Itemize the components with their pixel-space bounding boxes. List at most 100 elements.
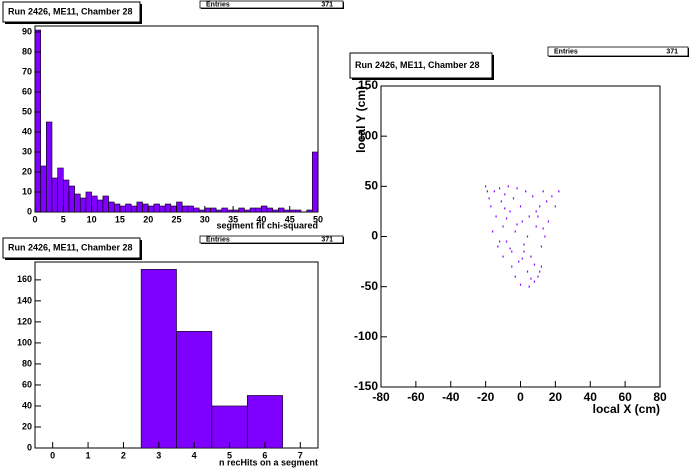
x-tick-label: 80 [653, 390, 667, 404]
bar [74, 193, 81, 213]
x-tick-label: 40 [584, 390, 598, 404]
y-tick-label: 0 [371, 229, 378, 243]
point [547, 220, 549, 223]
y-tick-label: 60 [22, 379, 32, 389]
chart-title: Run 2426, ME11, Chamber 28 [355, 60, 480, 70]
x-tick-label: 5 [61, 214, 66, 224]
point [505, 240, 508, 243]
y-axis-label: local Y (cm) [354, 86, 368, 153]
x-tick-label: 0 [50, 450, 55, 460]
point [490, 205, 492, 208]
bar [187, 205, 194, 213]
point [542, 190, 544, 193]
bar [153, 203, 160, 213]
x-tick-label: 6 [262, 450, 267, 460]
bar [204, 207, 211, 213]
bar [62, 179, 70, 213]
bar [79, 197, 87, 213]
point [518, 260, 520, 263]
point [533, 263, 536, 266]
x-tick-label: 20 [549, 390, 563, 404]
point [497, 245, 499, 248]
bar [34, 29, 41, 213]
bar [136, 201, 143, 213]
point [521, 257, 523, 260]
bar [170, 205, 177, 213]
point [537, 275, 539, 278]
x-tick-label: 50 [313, 214, 323, 224]
title-box [2, 1, 141, 23]
x-tick-label: 2 [121, 450, 126, 460]
x-axis-label: n recHits on a segment [219, 457, 318, 467]
x-tick-label: 40 [256, 214, 266, 224]
y-tick-label: -150 [354, 379, 378, 393]
chart-title: Run 2426, ME11, Chamber 28 [8, 6, 133, 16]
bar [306, 209, 313, 213]
point [530, 277, 532, 280]
y-tick-label: 100 [17, 337, 32, 347]
bar [113, 203, 121, 213]
bar [119, 205, 126, 213]
x-tick-label: 5 [227, 450, 232, 460]
stats-label: Entries [554, 48, 578, 55]
point [514, 275, 516, 278]
stats-box [547, 46, 689, 57]
y-tick-label: 150 [358, 78, 378, 92]
bar [40, 165, 47, 213]
bar [176, 201, 183, 213]
bar [147, 205, 155, 213]
bar [130, 205, 138, 213]
point [539, 205, 541, 208]
point [504, 207, 506, 210]
bar [255, 207, 262, 213]
y-tick-label: 160 [17, 274, 32, 284]
x-tick-label: 35 [228, 214, 238, 224]
point [523, 243, 525, 246]
point [495, 215, 497, 218]
x-tick-label: 0 [517, 390, 524, 404]
x-tick-label: 7 [298, 450, 303, 460]
point [554, 205, 556, 208]
x-tick-label: 30 [200, 214, 210, 224]
point [546, 200, 548, 203]
point [498, 187, 501, 190]
y-tick-label: -50 [361, 279, 379, 293]
y-tick-label: 140 [17, 295, 32, 305]
bar [238, 207, 245, 213]
point [521, 220, 523, 223]
bar [272, 209, 279, 213]
point [512, 197, 515, 200]
point [516, 187, 518, 190]
bar [283, 209, 291, 213]
x-axis-label: segment fit chi-squared [216, 220, 318, 230]
bar [125, 203, 132, 213]
title-box [349, 52, 493, 79]
title-box [2, 237, 141, 259]
point [519, 205, 522, 208]
point [532, 195, 534, 198]
y-tick-label: 80 [22, 358, 32, 368]
bar [57, 167, 64, 213]
y-tick-label: 40 [22, 126, 32, 136]
x-axis-label: local X (cm) [593, 402, 660, 416]
point [488, 197, 490, 200]
point [540, 245, 543, 248]
y-tick-label: 0 [27, 206, 32, 216]
y-tick-label: 80 [22, 46, 32, 56]
point [542, 227, 544, 230]
y-tick-label: 0 [27, 442, 32, 452]
point [514, 230, 516, 233]
x-tick-label: 1 [86, 450, 91, 460]
point [525, 190, 527, 193]
bar [159, 205, 166, 213]
bar [261, 205, 268, 213]
point [516, 223, 518, 226]
bar [108, 201, 115, 213]
x-tick-label: -20 [477, 390, 495, 404]
x-tick-label: -60 [407, 390, 425, 404]
bar [312, 151, 319, 213]
x-tick-label: -40 [442, 390, 460, 404]
x-tick-label: 15 [115, 214, 125, 224]
